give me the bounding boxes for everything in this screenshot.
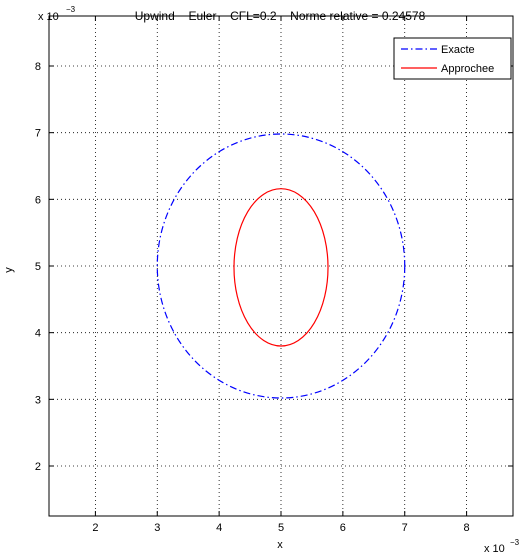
- y-tick-label: 2: [35, 461, 41, 473]
- grid: [49, 16, 513, 516]
- y-tick-label: 4: [35, 328, 41, 340]
- x-multiplier-exponent: −3: [510, 538, 520, 547]
- legend-label-approchee: Approchee: [441, 63, 494, 75]
- y-tick-label: 6: [35, 194, 41, 206]
- legend-box: [393, 37, 512, 80]
- x-tick-label: 7: [402, 522, 408, 534]
- x-multiplier-base: x 10: [484, 543, 505, 555]
- y-tick-label: 8: [35, 61, 41, 73]
- legend-label-exacte: Exacte: [441, 44, 475, 56]
- series-approchee: [233, 188, 329, 347]
- x-axis-label: x: [277, 539, 283, 551]
- y-multiplier-exponent: −3: [66, 5, 76, 14]
- legend: Exacte Approchee: [393, 37, 512, 80]
- plot-area: [156, 133, 406, 399]
- x-axis: 2 3 4 5 6 7 8: [92, 16, 470, 534]
- x-tick-label: 6: [340, 522, 346, 534]
- x-tick-label: 2: [92, 522, 98, 534]
- x-multiplier: x 10 −3: [484, 538, 520, 555]
- y-tick-label: 3: [35, 394, 41, 406]
- y-axis: 2 3 4 5 6 7 8: [35, 61, 513, 473]
- x-tick-label: 3: [154, 522, 160, 534]
- x-tick-label: 8: [464, 522, 470, 534]
- x-tick-label: 5: [278, 522, 284, 534]
- y-tick-label: 7: [35, 128, 41, 140]
- x-tick-label: 4: [216, 522, 222, 534]
- y-multiplier-base: x 10: [38, 11, 59, 23]
- y-axis-label: y: [3, 267, 15, 273]
- y-tick-label: 5: [35, 261, 41, 273]
- series-exacte: [156, 133, 406, 399]
- y-multiplier: x 10 −3: [38, 5, 76, 23]
